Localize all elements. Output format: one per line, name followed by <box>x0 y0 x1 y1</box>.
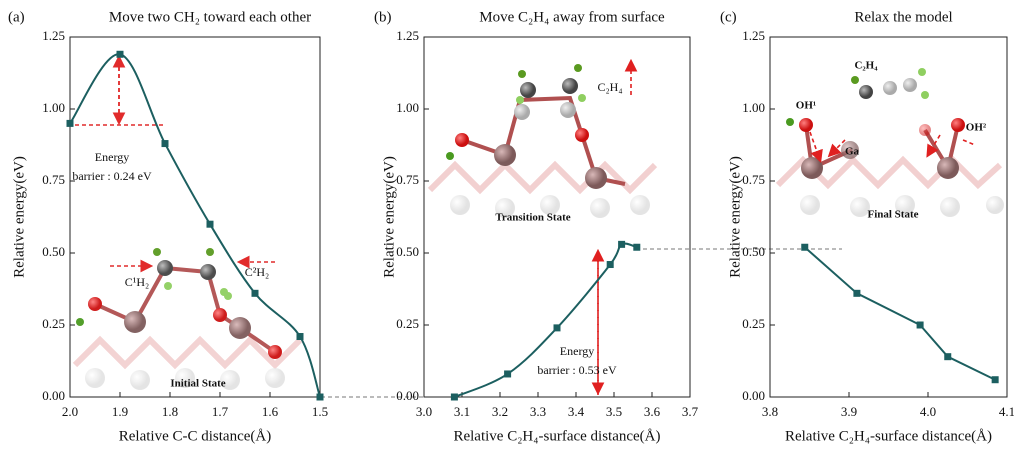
y-tick-label: 1.00 <box>742 100 765 115</box>
annotation: C₂H₄ <box>854 60 878 72</box>
x-tick-label: 4.1 <box>999 404 1014 419</box>
point <box>67 120 74 127</box>
x-tick-label: 3.4 <box>568 404 585 419</box>
y-tick-label: 0.75 <box>42 172 65 187</box>
chart-title: Relax the model <box>854 9 952 25</box>
chart-title: Move two CH₂ toward each other <box>109 9 311 25</box>
x-axis-label: Relative C₂H₄-surface distance(Å) <box>785 428 992 444</box>
panel-label: (c) <box>720 9 737 25</box>
point <box>207 221 214 228</box>
y-axis-label: Relative energy(eV) <box>11 156 27 278</box>
figure: 2.0 1.9 1.8 1.7 1.6 1.5 0.00 0.25 0.50 0.75 1.00 1.… <box>0 0 1014 449</box>
point <box>554 324 561 331</box>
point <box>504 370 511 377</box>
annotation: Transition State <box>495 212 570 224</box>
point <box>944 353 951 360</box>
point <box>618 241 625 248</box>
annotation: C₂H₄ <box>597 80 622 94</box>
x-tick-label: 3.8 <box>762 404 778 419</box>
y-tick-label: 0.50 <box>42 244 65 259</box>
x-tick-label: 1.9 <box>112 404 128 419</box>
y-tick-label: 1.00 <box>42 100 65 115</box>
annotation: Final State <box>867 209 918 221</box>
point <box>607 261 614 268</box>
y-tick-label: 0.50 <box>742 244 765 259</box>
annotation: Energy <box>560 344 594 358</box>
y-tick-label: 1.25 <box>742 28 765 43</box>
y-tick-label: 0.75 <box>396 172 419 187</box>
point <box>317 394 324 401</box>
x-tick-label: 3.5 <box>606 404 622 419</box>
point <box>162 140 169 147</box>
panel-label: (a) <box>8 9 25 25</box>
annotation: OH¹ <box>796 100 816 112</box>
x-tick-label: 3.1 <box>454 404 470 419</box>
y-tick-label: 0.25 <box>396 316 419 331</box>
x-tick-label: 1.6 <box>262 404 279 419</box>
x-tick-label: 3.6 <box>644 404 661 419</box>
y-tick-label: 0.25 <box>742 316 765 331</box>
y-tick-label: 0.50 <box>396 244 419 259</box>
point <box>297 333 304 340</box>
y-axis-label: Relative energy(eV) <box>727 156 743 278</box>
curve <box>805 247 995 379</box>
x-axis-label: Relative C₂H₄-surface distance(Å) <box>453 428 660 444</box>
illustration-c <box>778 68 1004 217</box>
illustration-a <box>75 58 300 390</box>
y-tick-label: 1.25 <box>42 28 65 43</box>
x-tick-label: 1.5 <box>312 404 328 419</box>
point <box>801 244 808 251</box>
point <box>992 376 999 383</box>
x-tick-label: 3.0 <box>416 404 432 419</box>
x-tick-label: 1.7 <box>212 404 229 419</box>
point <box>917 322 924 329</box>
x-axis-label: Relative C-C distance(Å) <box>119 428 271 444</box>
panel-label: (b) <box>374 9 392 25</box>
x-tick-label: 2.0 <box>62 404 78 419</box>
x-tick-label: 3.2 <box>492 404 508 419</box>
annotation: Ga <box>845 146 860 158</box>
annotation: Energy <box>95 150 129 164</box>
x-tick-label: 3.7 <box>682 404 699 419</box>
illustration-b <box>430 62 655 395</box>
point <box>853 290 860 297</box>
y-tick-label: 1.00 <box>396 100 419 115</box>
annotation: barrier : 0.53 eV <box>537 363 617 377</box>
point <box>633 244 640 251</box>
x-tick-label: 4.0 <box>920 404 936 419</box>
annotation: C¹H₂ <box>125 275 149 289</box>
point <box>252 290 259 297</box>
y-tick-label: 0.00 <box>42 388 65 403</box>
point <box>117 51 124 58</box>
y-axis-label: Relative energy(eV) <box>381 156 397 278</box>
y-tick-label: 1.25 <box>396 28 419 43</box>
y-tick-label: 0.00 <box>396 388 419 403</box>
y-tick-label: 0.75 <box>742 172 765 187</box>
y-tick-label: 0.00 <box>742 388 765 403</box>
point <box>451 394 458 401</box>
x-tick-label: 3.9 <box>841 404 857 419</box>
x-tick-label: 3.3 <box>530 404 546 419</box>
annotation: barrier : 0.24 eV <box>72 169 152 183</box>
annotation: C²H₂ <box>245 265 269 279</box>
annotation: Initial State <box>170 378 225 390</box>
chart-title: Move C₂H₄ away from surface <box>479 9 665 25</box>
x-tick-label: 1.8 <box>162 404 178 419</box>
y-tick-label: 0.25 <box>42 316 65 331</box>
annotation: OH² <box>966 122 987 134</box>
